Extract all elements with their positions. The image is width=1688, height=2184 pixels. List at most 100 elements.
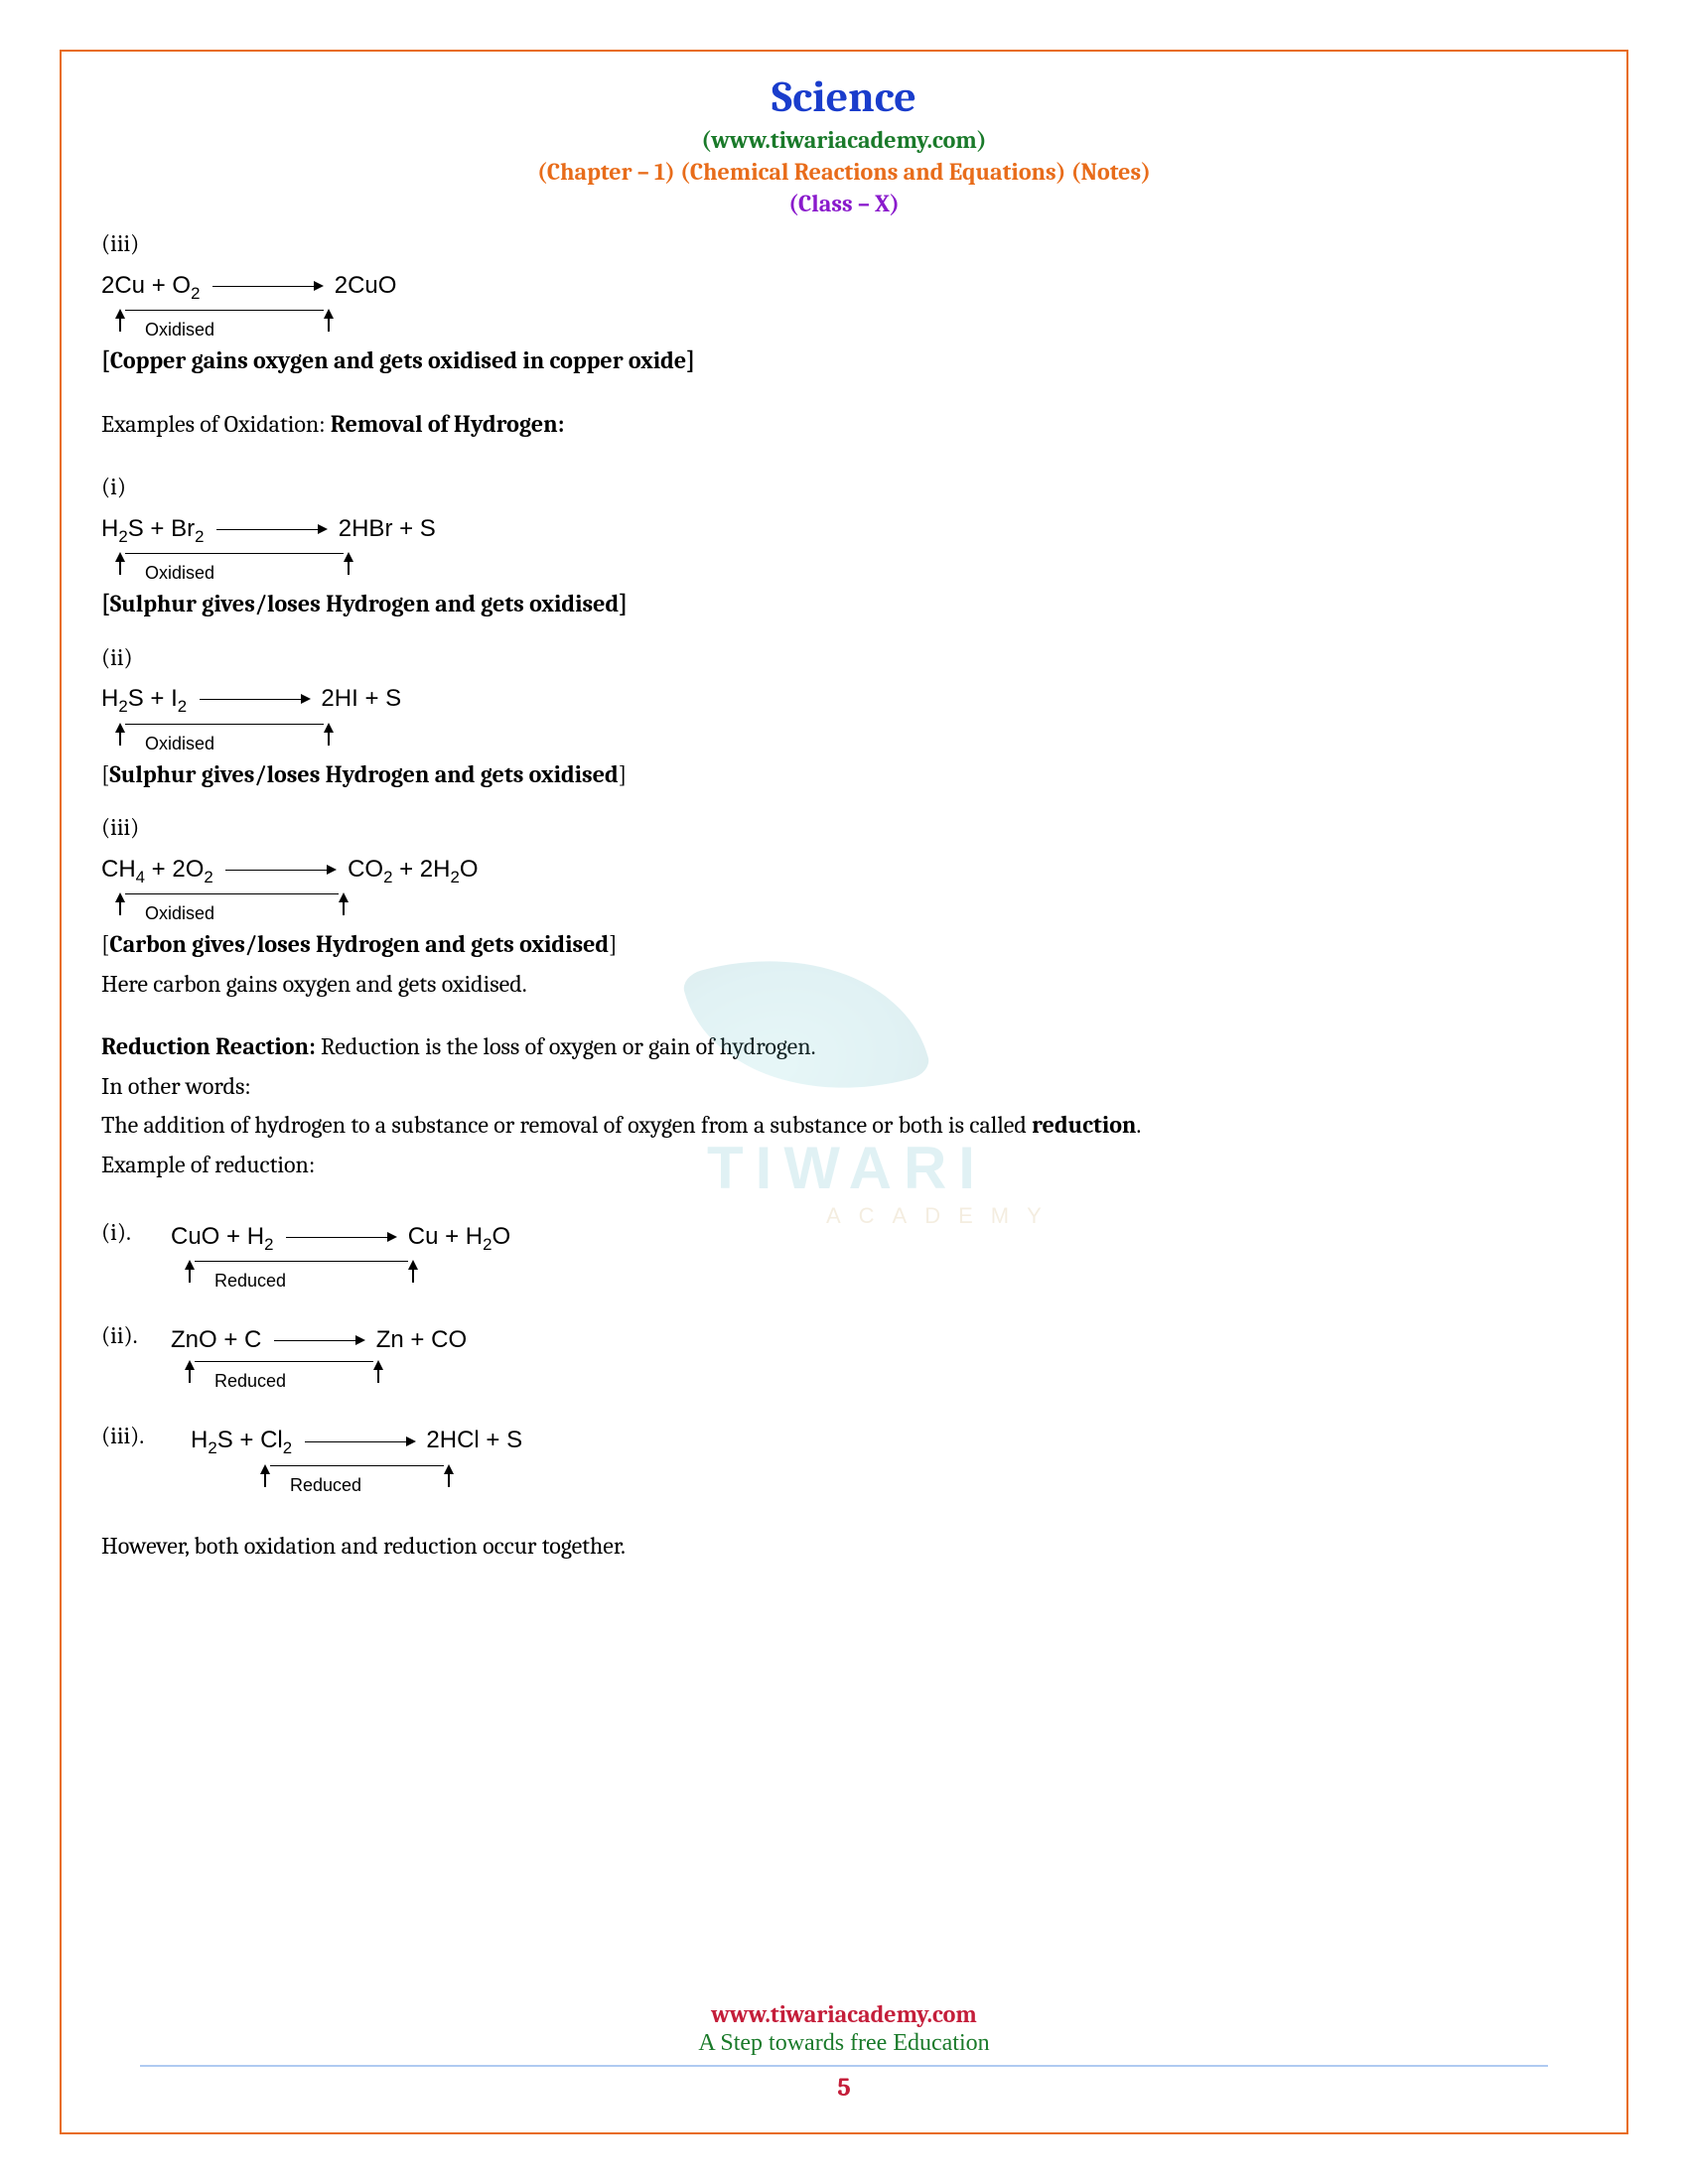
note: [Sulphur gives/loses Hydrogen and gets o… <box>101 758 1587 792</box>
equation-line: CuO + H2 Cu + H2O <box>171 1220 510 1256</box>
up-arrow-icon <box>324 723 334 733</box>
s: 2 <box>450 867 459 886</box>
footer-site: www.tiwariacademy.com <box>62 2000 1626 2028</box>
s: 2 <box>118 697 127 716</box>
equation-line: H2S + Br2 2HBr + S <box>101 512 1587 548</box>
header-chapter: (Chapter – 1) (Chemical Reactions and Eq… <box>101 158 1587 186</box>
s: 2 <box>191 283 200 302</box>
equation-line: 2Cu + O2 2CuO <box>101 269 1587 305</box>
up-arrow-icon <box>185 1360 195 1370</box>
up-arrow-icon <box>344 552 353 562</box>
t: Examples of Oxidation: <box>101 410 331 438</box>
bracket-label: Oxidised <box>115 321 1587 339</box>
equation-h2s-br2: H2S + Br2 2HBr + S Oxidised <box>101 512 1587 582</box>
section-heading: Examples of Oxidation: Removal of Hydrog… <box>101 408 1587 442</box>
eq-label: (iii). <box>101 1416 171 1453</box>
header: Science (www.tiwariacademy.com) (Chapter… <box>101 71 1587 217</box>
t: Reduction is the loss of oxygen or gain … <box>316 1032 816 1060</box>
s: 2 <box>178 697 187 716</box>
up-arrow-icon <box>115 723 125 733</box>
hline <box>270 1465 444 1467</box>
t: Zn <box>376 1326 404 1353</box>
t: 2HCl <box>426 1427 479 1453</box>
reduced-bracket: Reduced <box>185 1358 467 1390</box>
t: S <box>420 515 436 542</box>
t: H <box>191 1427 208 1453</box>
t: CH <box>101 856 136 883</box>
t: Reduction Reaction: <box>101 1032 316 1060</box>
t: S <box>128 685 144 712</box>
equation-line: H2S + Cl2 2HCl + S <box>191 1424 522 1459</box>
t: 2Cu <box>101 272 145 299</box>
equation-cuo: CuO + H2 Cu + H2O Reduced <box>171 1220 510 1290</box>
bracket-label: Oxidised <box>115 564 1587 582</box>
note: [Carbon gives/loses Hydrogen and gets ox… <box>101 928 1587 962</box>
s: 4 <box>136 867 145 886</box>
content: (iii) 2Cu + O2 2CuO Oxidised [Copper gai… <box>101 227 1587 1563</box>
equation-h2s-cl2: H2S + Cl2 2HCl + S Reduced <box>191 1424 522 1493</box>
t: CuO <box>171 1223 219 1250</box>
reaction-arrow-icon <box>274 1340 363 1341</box>
note-sub: Here carbon gains oxygen and gets oxidis… <box>101 968 1587 1002</box>
row: (i). CuO + H2 Cu + H2O Reduced <box>101 1212 1587 1296</box>
hline <box>195 1361 373 1363</box>
page-title: Science <box>101 71 1587 122</box>
bracket-label: Oxidised <box>115 904 1587 922</box>
equation-cu-o2: 2Cu + O2 2CuO Oxidised <box>101 269 1587 339</box>
reaction-arrow-icon <box>225 870 335 871</box>
t: CO <box>431 1326 467 1353</box>
text: Example of reduction: <box>101 1149 1587 1182</box>
header-site: (www.tiwariacademy.com) <box>101 126 1587 154</box>
footer-divider <box>140 2065 1548 2067</box>
t: I <box>171 685 178 712</box>
t: S <box>385 685 401 712</box>
bracket-label: Reduced <box>260 1476 522 1494</box>
oxidised-bracket: Oxidised <box>115 721 1587 752</box>
up-arrow-icon <box>373 1360 383 1370</box>
t: S <box>128 515 144 542</box>
s: 2 <box>195 526 204 545</box>
header-class: (Class – X) <box>101 190 1587 217</box>
t: H <box>466 1223 483 1250</box>
equation-h2s-i2: H2S + I2 2HI + S Oxidised <box>101 682 1587 751</box>
equation-zno: ZnO + C Zn + CO Reduced <box>171 1323 467 1391</box>
page-number: 5 <box>62 2073 1626 2103</box>
reduction-heading: Reduction Reaction: Reduction is the los… <box>101 1030 1587 1064</box>
t: 2H <box>420 856 451 883</box>
tail-text: However, both oxidation and reduction oc… <box>101 1530 1587 1564</box>
bracket-label: Reduced <box>185 1272 510 1290</box>
eq-label: (i). <box>101 1212 171 1250</box>
eq-label: (iii) <box>101 811 1587 845</box>
reaction-arrow-icon <box>200 699 309 700</box>
page-border: TIWARI ACADEMY Science (www.tiwariacadem… <box>60 50 1628 2134</box>
oxidised-bracket: Oxidised <box>115 550 1587 582</box>
hline <box>125 553 344 555</box>
t: Br <box>171 515 195 542</box>
bracket-label: Reduced <box>185 1372 467 1390</box>
oxidised-bracket: Oxidised <box>115 307 1587 339</box>
footer-tagline: A Step towards free Education <box>62 2030 1626 2057</box>
t: H <box>247 1223 264 1250</box>
text: The addition of hydrogen to a substance … <box>101 1109 1587 1143</box>
eq-label: (i) <box>101 471 1587 504</box>
t: 2HI <box>321 685 357 712</box>
eq-label: (ii) <box>101 641 1587 675</box>
t: 2HBr <box>339 515 393 542</box>
t: S <box>506 1427 522 1453</box>
t: O <box>460 856 479 883</box>
note: [Sulphur gives/loses Hydrogen and gets o… <box>101 588 1587 621</box>
s: 2 <box>264 1234 273 1253</box>
t: reduction <box>1032 1111 1136 1139</box>
footer: www.tiwariacademy.com A Step towards fre… <box>62 2000 1626 2103</box>
bracket-label: Oxidised <box>115 735 1587 752</box>
t: Sulphur gives/loses Hydrogen and gets ox… <box>109 760 618 788</box>
t: H <box>101 685 118 712</box>
equation-ch4: CH4 + 2O2 CO2 + 2H2O Oxidised <box>101 853 1587 922</box>
s: 2 <box>208 1438 216 1457</box>
up-arrow-icon <box>444 1464 454 1474</box>
equation-line: ZnO + C Zn + CO <box>171 1323 467 1357</box>
reaction-arrow-icon <box>212 286 322 287</box>
t: 2O <box>172 856 204 883</box>
t: ZnO <box>171 1326 217 1353</box>
row: (iii). H2S + Cl2 2HCl + S Reduced <box>101 1416 1587 1499</box>
